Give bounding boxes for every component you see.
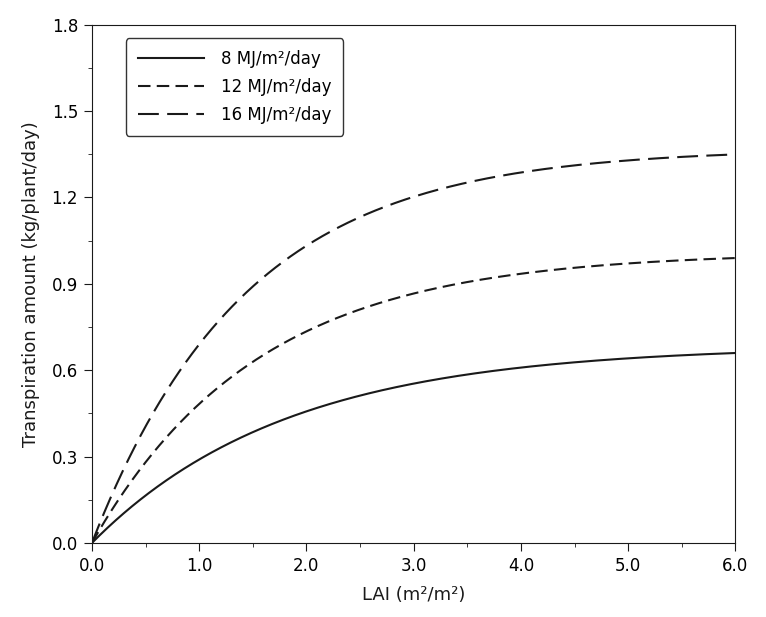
Y-axis label: Transpiration amount (kg/plant/day): Transpiration amount (kg/plant/day) [22, 121, 41, 447]
8 MJ/m²/day [87, 539, 97, 547]
12 MJ/m²/day [400, 292, 409, 299]
16 MJ/m²/day [731, 151, 740, 158]
16 MJ/m²/day [712, 152, 721, 159]
16 MJ/m²/day [120, 463, 129, 471]
12 MJ/m²/day [383, 297, 392, 304]
Legend: 8 MJ/m²/day, 12 MJ/m²/day, 16 MJ/m²/day: 8 MJ/m²/day, 12 MJ/m²/day, 16 MJ/m²/day [126, 38, 343, 136]
12 MJ/m²/day [712, 255, 721, 262]
16 MJ/m²/day [400, 196, 409, 204]
Line: 8 MJ/m²/day: 8 MJ/m²/day [92, 353, 735, 543]
12 MJ/m²/day [712, 255, 722, 262]
16 MJ/m²/day [87, 539, 97, 547]
16 MJ/m²/day [712, 151, 722, 159]
8 MJ/m²/day [594, 357, 603, 364]
8 MJ/m²/day [712, 350, 721, 357]
8 MJ/m²/day [400, 382, 409, 389]
12 MJ/m²/day [731, 254, 740, 262]
8 MJ/m²/day [712, 350, 722, 357]
12 MJ/m²/day [594, 262, 603, 270]
8 MJ/m²/day [383, 385, 392, 392]
8 MJ/m²/day [731, 349, 740, 357]
12 MJ/m²/day [87, 539, 97, 547]
12 MJ/m²/day [120, 487, 129, 494]
8 MJ/m²/day [120, 508, 129, 516]
16 MJ/m²/day [594, 159, 603, 167]
Line: 16 MJ/m²/day: 16 MJ/m²/day [92, 154, 735, 543]
Line: 12 MJ/m²/day: 12 MJ/m²/day [92, 258, 735, 543]
X-axis label: LAI (m²/m²): LAI (m²/m²) [362, 586, 465, 604]
16 MJ/m²/day [383, 202, 392, 209]
